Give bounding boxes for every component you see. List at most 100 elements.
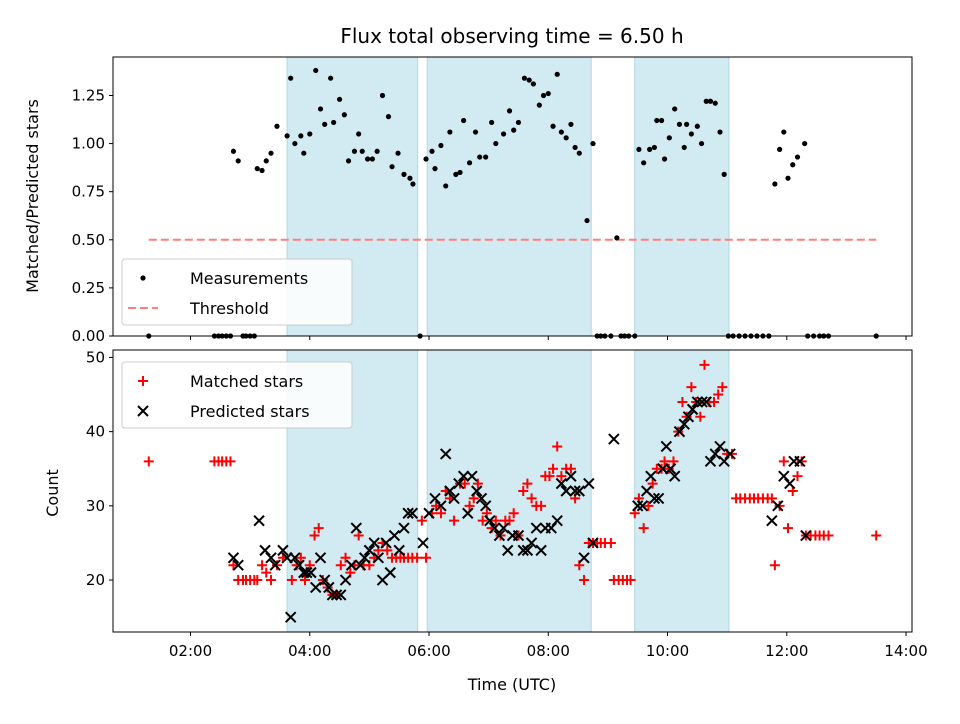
predicted-star-point <box>696 396 708 408</box>
predicted-star-point <box>700 396 712 408</box>
matched-star-point <box>659 456 670 467</box>
matched-star-point <box>544 471 555 482</box>
matched-star-point <box>459 478 470 489</box>
legend-matched-marker <box>138 376 148 386</box>
measurement-point <box>672 106 678 112</box>
measurement-point <box>472 129 479 135</box>
x-tick-label: 08:00 <box>527 642 570 660</box>
predicted-star-point <box>724 448 736 460</box>
predicted-star-point <box>475 492 488 505</box>
predicted-star-point <box>493 529 506 542</box>
predicted-star-point <box>664 463 677 475</box>
measurement-point <box>443 183 449 189</box>
matched-star-point <box>271 560 282 571</box>
predicted-star-point <box>429 492 441 505</box>
predicted-star-point <box>668 470 681 482</box>
x-tick-label: 06:00 <box>407 642 450 660</box>
predicted-star-point <box>766 514 778 527</box>
matched-star-point <box>709 396 720 407</box>
matched-star-point <box>225 456 236 467</box>
measurement-point <box>298 133 304 139</box>
measurement-point <box>356 131 362 137</box>
matched-star-point <box>717 382 728 393</box>
measurement-point <box>802 140 808 147</box>
predicted-star-point <box>444 485 456 497</box>
predicted-star-point <box>440 448 452 460</box>
measurement-point <box>254 166 260 172</box>
bottom-y-tick-label: 50 <box>86 348 105 366</box>
matched-star-point <box>769 560 780 571</box>
measurement-point <box>407 175 413 181</box>
measurement-point <box>654 117 660 124</box>
matched-star-point <box>579 575 590 586</box>
matched-star-point <box>508 508 519 519</box>
predicted-star-point <box>512 529 525 542</box>
matched-star-point <box>143 456 154 467</box>
predicted-star-point <box>673 425 686 438</box>
measurement-point <box>554 71 560 77</box>
predicted-star-point <box>358 552 371 564</box>
matched-star-point <box>823 530 834 541</box>
predicted-star-point <box>345 559 358 571</box>
x-tick-label: 04:00 <box>288 642 331 660</box>
bottom-legend: Matched stars Predicted stars <box>121 361 353 429</box>
measurement-point <box>259 167 265 174</box>
top-panel: 0.00 0.25 0.50 0.75 1.00 1.25 Measurements Thre… <box>72 56 913 345</box>
measurement-point <box>647 146 653 152</box>
predicted-star-point <box>398 522 410 534</box>
top-legend: Measurements Threshold <box>121 258 353 326</box>
measurement-point <box>698 140 705 147</box>
measurement-point <box>379 92 386 99</box>
legend-label: Predicted stars <box>190 402 310 421</box>
predicted-star-point <box>406 507 419 519</box>
predicted-star-point <box>368 537 380 549</box>
measurement-point <box>536 102 542 108</box>
predicted-star-point <box>471 485 483 497</box>
predicted-star-point <box>691 396 704 408</box>
predicted-star-point <box>718 455 730 468</box>
predicted-star-point <box>645 470 657 482</box>
matched-star-point <box>556 471 567 482</box>
top-y-tick-label: 1.25 <box>72 86 105 104</box>
measurement-point <box>284 133 290 139</box>
matched-star-point <box>416 515 427 526</box>
measurement-point <box>684 121 690 127</box>
predicted-star-point <box>388 529 401 542</box>
predicted-star-point <box>310 581 322 594</box>
top-y-tick-label: 0.25 <box>72 279 105 297</box>
predicted-star-point <box>497 522 510 534</box>
measurement-point <box>457 169 463 176</box>
matched-star-point <box>257 560 268 571</box>
predicted-star-point <box>269 559 281 571</box>
measurement-point <box>584 217 590 224</box>
matched-star-point <box>382 545 393 556</box>
predicted-star-point <box>277 544 289 557</box>
measurement-point <box>369 156 375 162</box>
predicted-star-point <box>314 552 327 564</box>
measurement-point <box>550 123 556 129</box>
measurement-point <box>576 150 582 156</box>
bottom-y-tick-label: 40 <box>86 423 105 441</box>
bottom-panel: 02:00 04:00 06:00 08:00 10:00 12:00 14:00 20 30 4… <box>86 348 928 660</box>
measurement-point <box>717 129 723 135</box>
x-tick-label: 12:00 <box>765 642 808 660</box>
matched-star-point <box>464 500 475 511</box>
legend-box <box>121 258 353 326</box>
matched-star-point <box>647 478 658 489</box>
measurement-point <box>694 123 700 129</box>
matched-star-point <box>548 463 559 474</box>
predicted-star-point <box>682 411 695 423</box>
matched-star-point <box>778 456 789 467</box>
predicted-star-point <box>551 514 563 527</box>
predicted-star-point <box>330 589 343 601</box>
measurement-point <box>331 119 337 126</box>
matched-star-point <box>490 515 501 526</box>
matched-star-point <box>638 523 649 534</box>
bottom-axes-frame <box>112 349 913 633</box>
measurement-point <box>545 90 551 97</box>
measurement-point <box>322 121 328 127</box>
matched-star-point <box>412 552 423 563</box>
predicted-star-point <box>448 492 460 505</box>
predicted-star-point <box>354 559 367 571</box>
